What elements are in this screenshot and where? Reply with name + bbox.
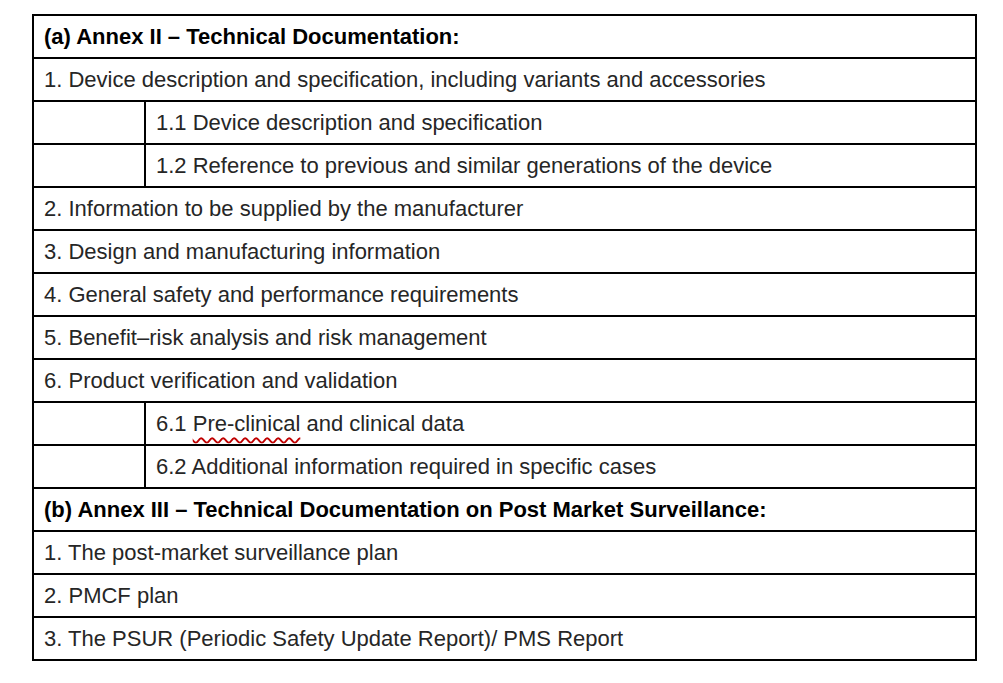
table-row: 5. Benefit–risk analysis and risk manage… [33, 316, 976, 359]
table-row: 1.1 Device description and specification [33, 101, 976, 144]
table-row: (b) Annex III – Technical Documentation … [33, 488, 976, 531]
table-row: 3. The PSUR (Periodic Safety Update Repo… [33, 617, 976, 660]
table-row: 1.2 Reference to previous and similar ge… [33, 144, 976, 187]
row-item-6-1: 6.1 Pre-clinical and clinical data [145, 402, 976, 445]
table-row: 1. The post-market surveillance plan [33, 531, 976, 574]
row-item-1-1: 1.1 Device description and specification [145, 101, 976, 144]
row-item-2: 2. Information to be supplied by the man… [33, 187, 976, 230]
row-pms-item-3: 3. The PSUR (Periodic Safety Update Repo… [33, 617, 976, 660]
table-row: 2. PMCF plan [33, 574, 976, 617]
row-item-4: 4. General safety and performance requir… [33, 273, 976, 316]
row-item-6: 6. Product verification and validation [33, 359, 976, 402]
row-item-6-1-prefix: 6.1 [156, 411, 193, 436]
row-pms-item-1: 1. The post-market surveillance plan [33, 531, 976, 574]
document-page: (a) Annex II – Technical Documentation: … [0, 0, 1003, 683]
table-row: 1. Device description and specification,… [33, 58, 976, 101]
indent-cell [33, 402, 145, 445]
indent-cell [33, 445, 145, 488]
technical-documentation-table: (a) Annex II – Technical Documentation: … [32, 14, 977, 661]
row-item-3: 3. Design and manufacturing information [33, 230, 976, 273]
row-item-5: 5. Benefit–risk analysis and risk manage… [33, 316, 976, 359]
annex-ii-header: (a) Annex II – Technical Documentation: [33, 15, 976, 58]
row-item-1-2: 1.2 Reference to previous and similar ge… [145, 144, 976, 187]
row-item-6-2: 6.2 Additional information required in s… [145, 445, 976, 488]
table-row: 3. Design and manufacturing information [33, 230, 976, 273]
row-item-6-1-suffix: and clinical data [300, 411, 464, 436]
annex-iii-header: (b) Annex III – Technical Documentation … [33, 488, 976, 531]
table-row: 6.1 Pre-clinical and clinical data [33, 402, 976, 445]
indent-cell [33, 144, 145, 187]
table-row: 6.2 Additional information required in s… [33, 445, 976, 488]
table-row: 2. Information to be supplied by the man… [33, 187, 976, 230]
table-row: 6. Product verification and validation [33, 359, 976, 402]
spellcheck-squiggle: Pre-clinical [193, 411, 301, 436]
indent-cell [33, 101, 145, 144]
row-item-1: 1. Device description and specification,… [33, 58, 976, 101]
table-row: (a) Annex II – Technical Documentation: [33, 15, 976, 58]
row-pms-item-2: 2. PMCF plan [33, 574, 976, 617]
table-row: 4. General safety and performance requir… [33, 273, 976, 316]
